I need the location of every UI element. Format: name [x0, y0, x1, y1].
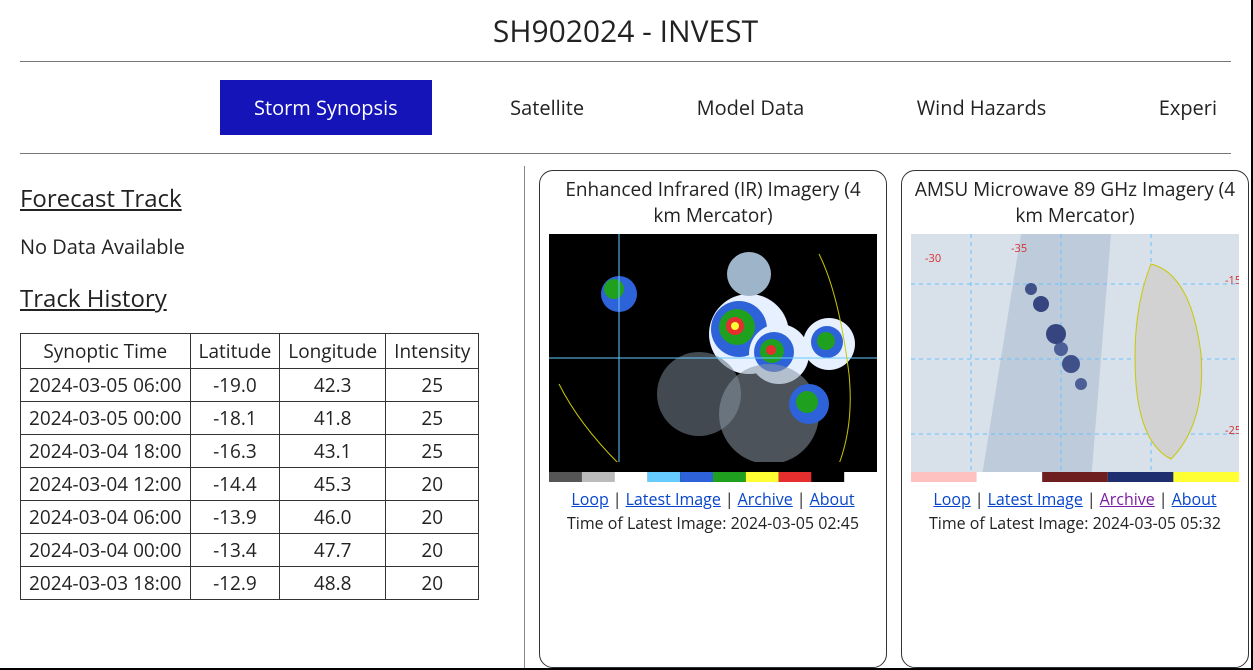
svg-text:-30: -30	[925, 251, 941, 266]
right-column: Enhanced Infrared (IR) Imagery (4 km Mer…	[525, 166, 1249, 668]
divider-bottom	[20, 153, 1231, 154]
imagery-card-title: AMSU Microwave 89 GHz Imagery (4 km Merc…	[910, 177, 1240, 228]
table-cell: 25	[386, 369, 479, 402]
table-cell: 2024-03-04 18:00	[21, 435, 191, 468]
col-latitude: Latitude	[190, 334, 280, 369]
table-cell: -18.1	[190, 402, 280, 435]
link-separator: |	[609, 488, 626, 510]
col-intensity: Intensity	[386, 334, 479, 369]
table-cell: 47.7	[280, 534, 386, 567]
tab-satellite[interactable]: Satellite	[476, 80, 618, 135]
tab-experimental[interactable]: Experi	[1125, 80, 1251, 135]
latest-image-time: Time of Latest Image: 2024-03-05 02:45	[548, 512, 878, 534]
tab-model-data[interactable]: Model Data	[663, 80, 839, 135]
table-cell: -19.0	[190, 369, 280, 402]
table-cell: 25	[386, 402, 479, 435]
link-separator: |	[971, 488, 988, 510]
table-row: 2024-03-04 18:00-16.343.125	[21, 435, 479, 468]
satellite-thumbnail[interactable]	[549, 234, 877, 482]
track-history-table: Synoptic Time Latitude Longitude Intensi…	[20, 333, 479, 600]
archive-link[interactable]: Archive	[1100, 488, 1155, 510]
imagery-card-ir: Enhanced Infrared (IR) Imagery (4 km Mer…	[539, 170, 887, 668]
svg-text:-25: -25	[1225, 423, 1239, 438]
table-cell: 2024-03-05 00:00	[21, 402, 191, 435]
forecast-track-heading: Forecast Track	[20, 182, 514, 215]
table-row: 2024-03-04 00:00-13.447.720	[21, 534, 479, 567]
table-row: 2024-03-05 00:00-18.141.825	[21, 402, 479, 435]
table-cell: 46.0	[280, 501, 386, 534]
table-cell: 48.8	[280, 567, 386, 600]
link-separator: |	[721, 488, 738, 510]
left-column: Forecast Track No Data Available Track H…	[20, 166, 525, 668]
table-row: 2024-03-04 12:00-14.445.320	[21, 468, 479, 501]
satellite-thumbnail[interactable]: -30 -35 -15 -25	[911, 234, 1239, 482]
table-cell: 20	[386, 468, 479, 501]
archive-link[interactable]: Archive	[738, 488, 793, 510]
table-row: 2024-03-03 18:00-12.948.820	[21, 567, 479, 600]
table-cell: 20	[386, 534, 479, 567]
table-row: 2024-03-04 06:00-13.946.020	[21, 501, 479, 534]
link-separator: |	[793, 488, 810, 510]
content-area: Forecast Track No Data Available Track H…	[0, 158, 1251, 668]
table-cell: 2024-03-03 18:00	[21, 567, 191, 600]
imagery-link-row: Loop|Latest Image|Archive|About	[548, 488, 878, 510]
about-link[interactable]: About	[810, 488, 855, 510]
imagery-link-row: Loop|Latest Image|Archive|About	[910, 488, 1240, 510]
loop-link[interactable]: Loop	[933, 488, 970, 510]
table-cell: -13.4	[190, 534, 280, 567]
latest-image-time: Time of Latest Image: 2024-03-05 05:32	[910, 512, 1240, 534]
table-cell: 20	[386, 567, 479, 600]
tab-bar: Storm Synopsis Satellite Model Data Wind…	[0, 66, 1251, 149]
tab-wind-hazards[interactable]: Wind Hazards	[883, 80, 1081, 135]
about-link[interactable]: About	[1172, 488, 1217, 510]
loop-link[interactable]: Loop	[571, 488, 608, 510]
table-header-row: Synoptic Time Latitude Longitude Intensi…	[21, 334, 479, 369]
table-row: 2024-03-05 06:00-19.042.325	[21, 369, 479, 402]
latest-image-link[interactable]: Latest Image	[626, 488, 721, 510]
table-cell: 2024-03-04 06:00	[21, 501, 191, 534]
tab-storm-synopsis[interactable]: Storm Synopsis	[220, 80, 432, 135]
col-synoptic-time: Synoptic Time	[21, 334, 191, 369]
table-cell: -12.9	[190, 567, 280, 600]
forecast-no-data: No Data Available	[20, 233, 514, 260]
svg-text:-35: -35	[1011, 241, 1027, 256]
table-cell: 20	[386, 501, 479, 534]
track-history-heading: Track History	[20, 282, 514, 315]
table-cell: 45.3	[280, 468, 386, 501]
table-cell: 2024-03-05 06:00	[21, 369, 191, 402]
imagery-card-amsu: AMSU Microwave 89 GHz Imagery (4 km Merc…	[901, 170, 1249, 668]
link-separator: |	[1083, 488, 1100, 510]
imagery-card-title: Enhanced Infrared (IR) Imagery (4 km Mer…	[548, 177, 878, 228]
table-cell: -16.3	[190, 435, 280, 468]
table-cell: -13.9	[190, 501, 280, 534]
table-cell: 43.1	[280, 435, 386, 468]
page-title: SH902024 - INVEST	[0, 0, 1251, 57]
divider-top	[20, 61, 1231, 62]
table-cell: 25	[386, 435, 479, 468]
svg-text:-15: -15	[1225, 273, 1239, 288]
link-separator: |	[1155, 488, 1172, 510]
col-longitude: Longitude	[280, 334, 386, 369]
table-cell: 2024-03-04 12:00	[21, 468, 191, 501]
table-cell: 2024-03-04 00:00	[21, 534, 191, 567]
table-cell: -14.4	[190, 468, 280, 501]
table-cell: 41.8	[280, 402, 386, 435]
latest-image-link[interactable]: Latest Image	[988, 488, 1083, 510]
table-cell: 42.3	[280, 369, 386, 402]
